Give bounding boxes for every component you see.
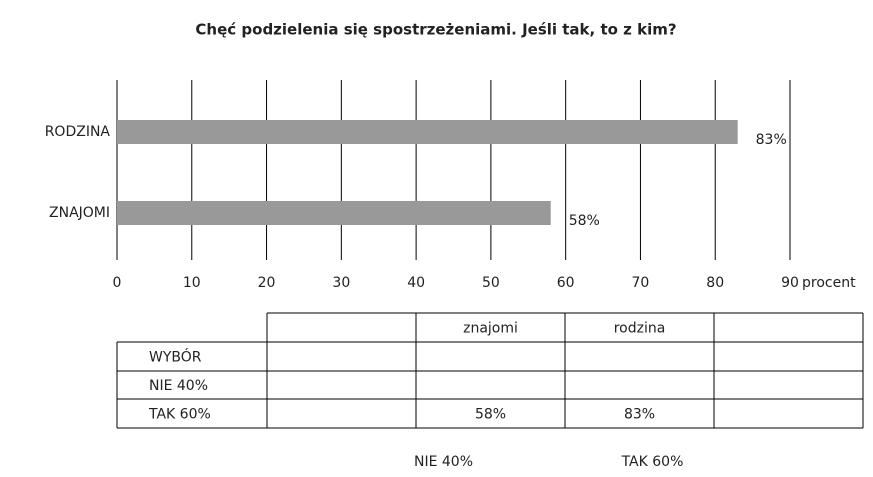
bar [117,120,738,144]
row-label: WYBÓR [149,348,202,366]
value-label: 83% [756,132,787,148]
footer-label: NIE 40% [414,454,473,470]
x-tick-label: 20 [258,275,276,291]
x-axis-label: procent [802,275,856,291]
y-tick-label: ZNAJOMI [49,205,110,221]
x-tick-label: 0 [113,275,122,291]
value-label: 58% [569,213,600,229]
x-tick-label: 10 [183,275,201,291]
table-cell: 58% [475,407,506,423]
x-tick-label: 80 [706,275,724,291]
x-tick-label: 60 [557,275,575,291]
x-tick-label: 50 [482,275,500,291]
row-label: TAK 60% [148,407,211,423]
x-tick-label: 40 [407,275,425,291]
row-label: NIE 40% [149,378,208,394]
x-tick-label: 90 [781,275,799,291]
x-tick-label: 70 [632,275,650,291]
y-tick-label: RODZINA [45,124,111,140]
x-tick-label: 30 [332,275,350,291]
chart-title: Chęć podzielenia się spostrzeżeniami. Je… [195,21,676,39]
table-header: rodzina [614,321,666,337]
bar [117,201,551,225]
footer-label: TAK 60% [621,454,684,470]
table-cell: 83% [624,407,655,423]
table-header: znajomi [463,321,518,337]
